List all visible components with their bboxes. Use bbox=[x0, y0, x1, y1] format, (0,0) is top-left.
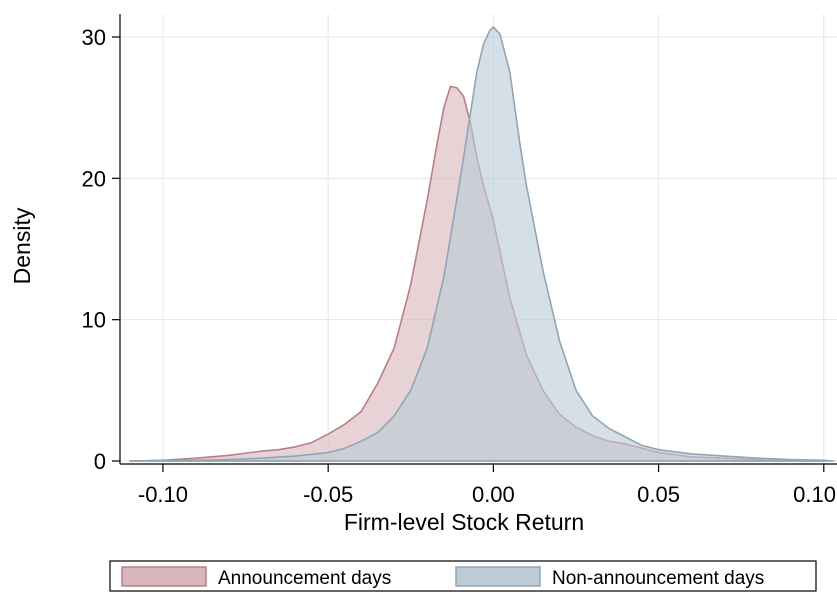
legend-label-announcement: Announcement days bbox=[218, 568, 391, 589]
y-tick-label: 20 bbox=[82, 166, 106, 191]
legend-swatch-non-announcement bbox=[455, 566, 541, 587]
x-axis-title: Firm-level Stock Return bbox=[344, 509, 584, 535]
x-tick-label: 0.00 bbox=[472, 482, 515, 507]
y-axis-title: Density bbox=[9, 207, 35, 284]
x-tick-label: -0.05 bbox=[303, 482, 353, 507]
x-tick-label: -0.10 bbox=[138, 482, 188, 507]
x-tick-label: 0.10 bbox=[793, 482, 836, 507]
axes-layer: 0 10 20 30 -0.10 -0.05 0.00 0.05 0.10 bbox=[82, 14, 837, 507]
legend: Announcement days Non-announcement days bbox=[109, 560, 817, 592]
series-layer bbox=[129, 26, 835, 462]
legend-label-non-announcement: Non-announcement days bbox=[552, 568, 764, 589]
y-tick-label: 30 bbox=[82, 25, 106, 50]
series-non-announcement-area bbox=[129, 26, 835, 462]
y-tick-label: 0 bbox=[94, 449, 106, 474]
legend-swatch-announcement bbox=[121, 566, 207, 587]
y-tick-label: 10 bbox=[82, 308, 106, 333]
x-tick-label: 0.05 bbox=[637, 482, 680, 507]
